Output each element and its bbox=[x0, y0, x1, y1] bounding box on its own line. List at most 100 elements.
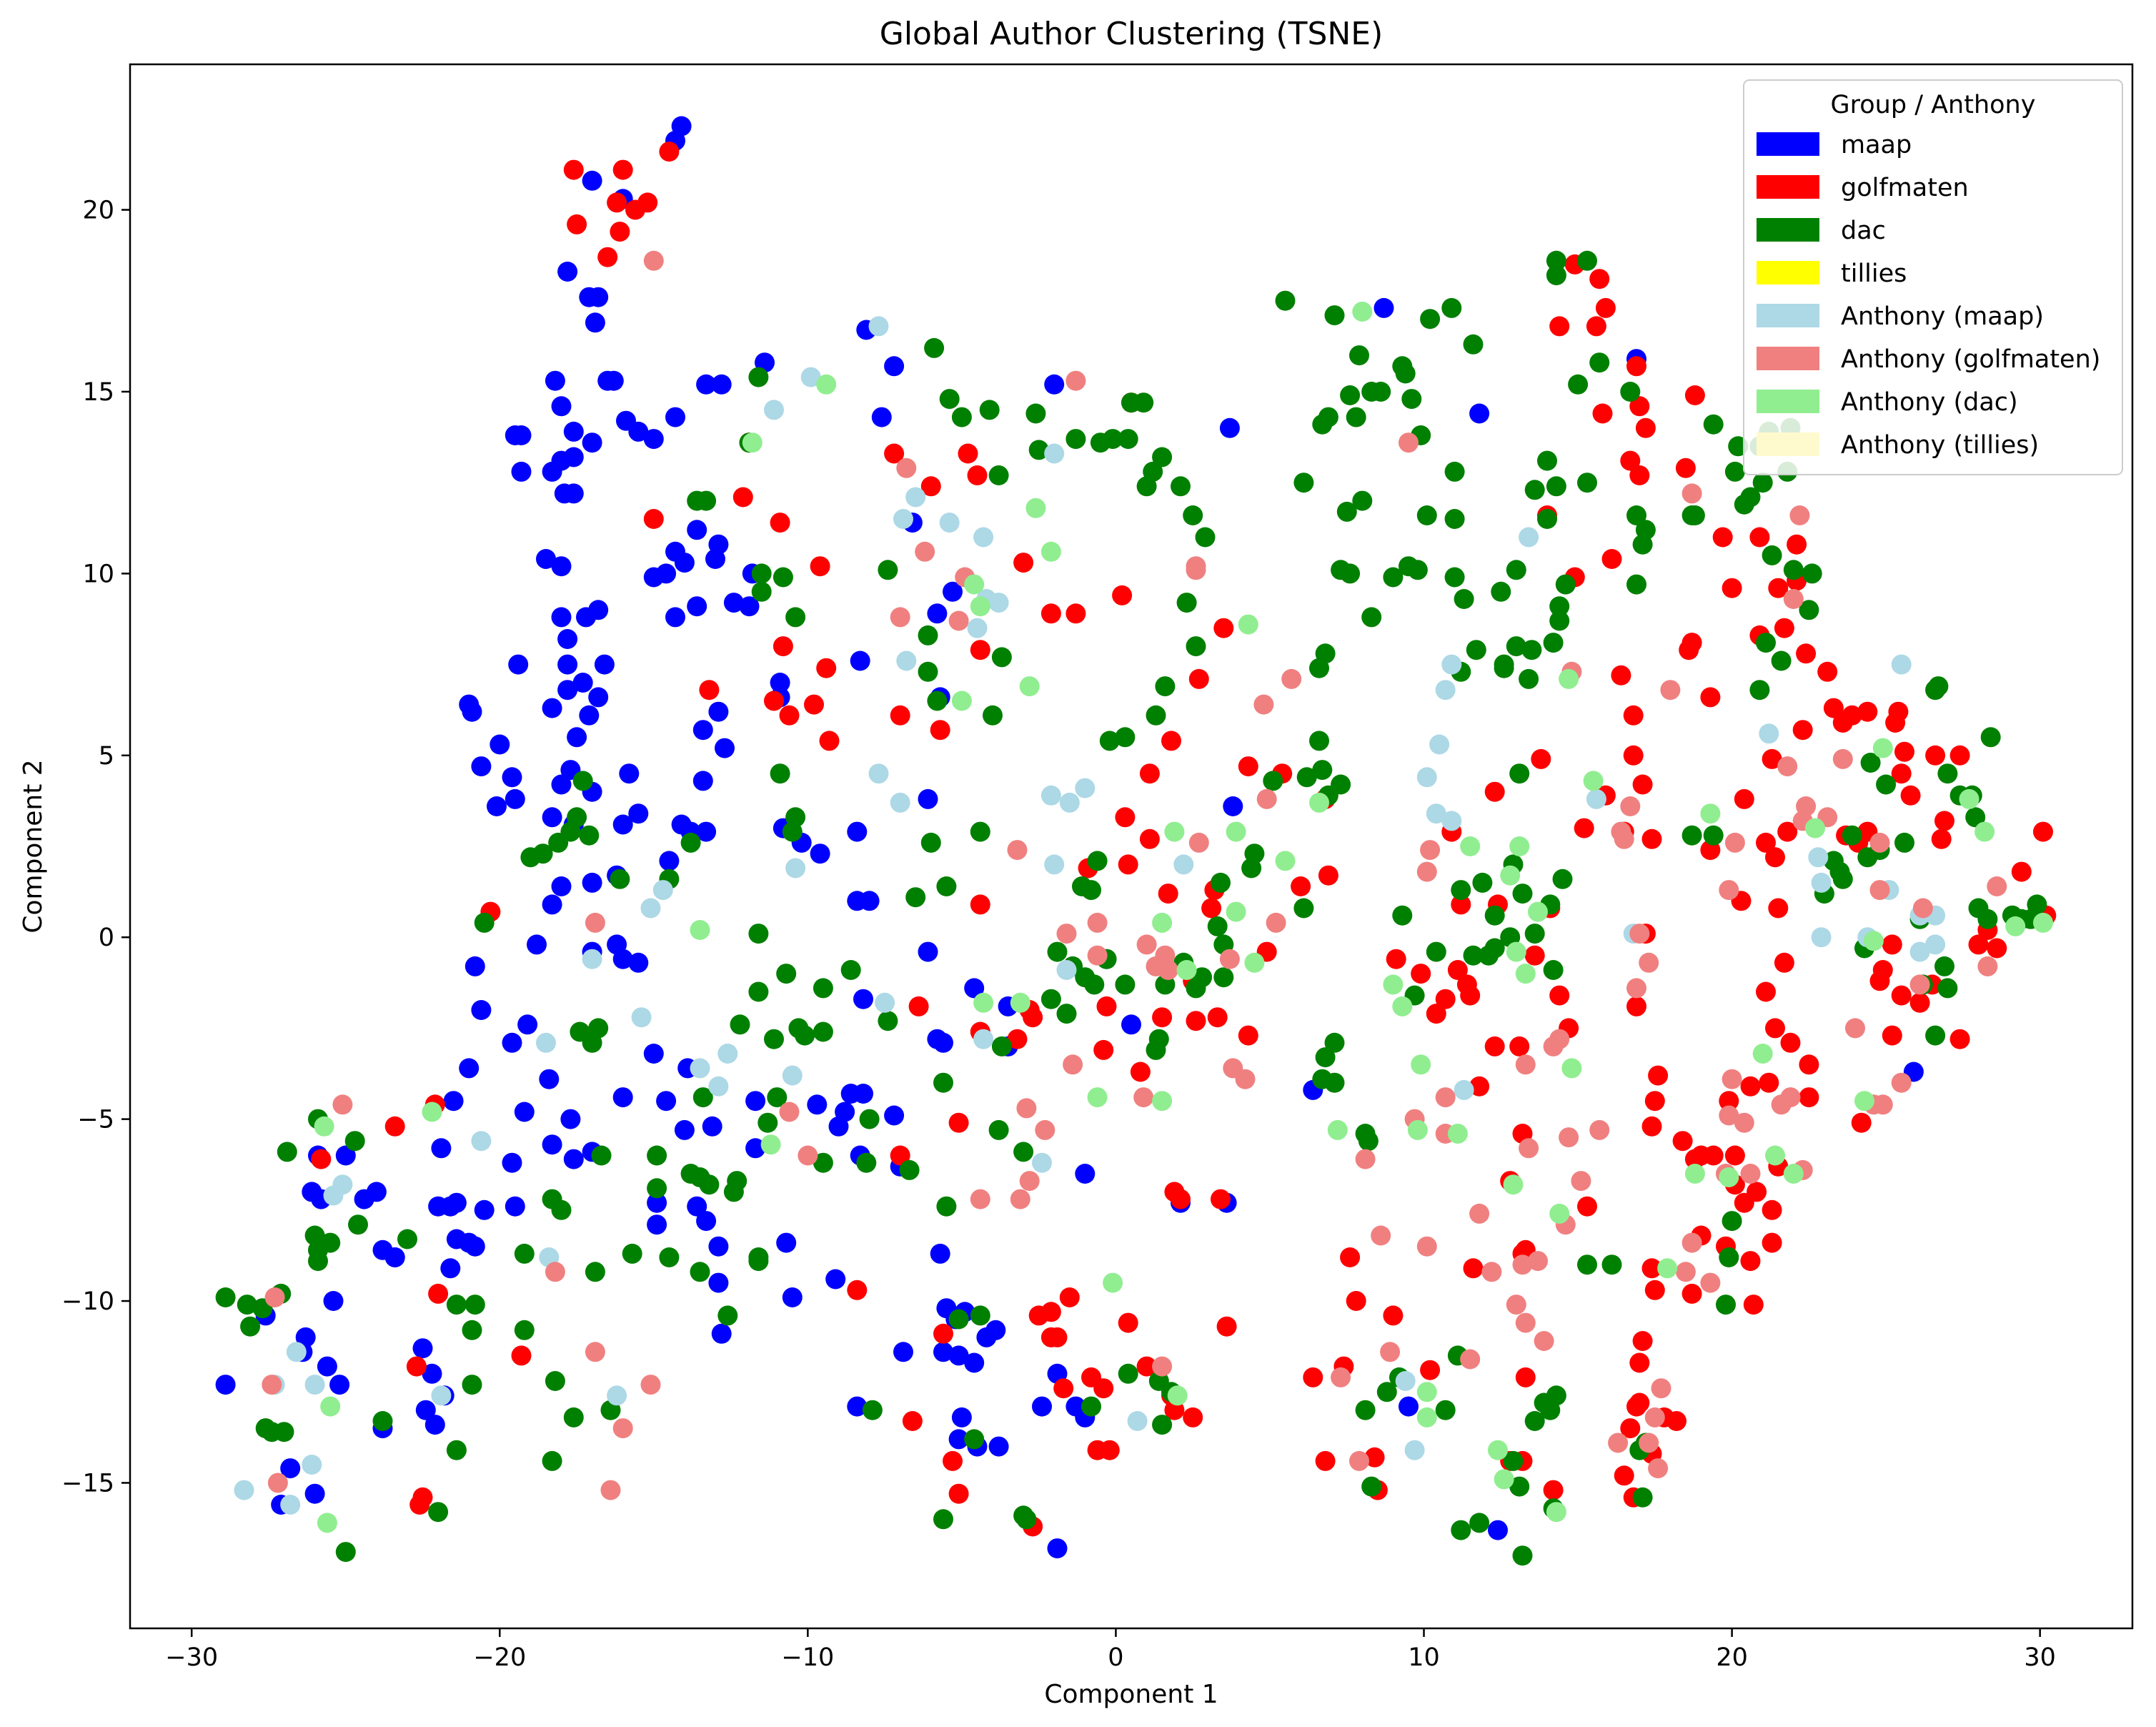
legend-label: Anthony (maap) bbox=[1841, 302, 2044, 331]
point-dac bbox=[274, 1422, 294, 1443]
point-dac bbox=[813, 978, 833, 999]
point-golfmaten bbox=[1093, 1378, 1114, 1399]
point-golfmaten bbox=[1648, 1065, 1669, 1086]
point-dac bbox=[1040, 989, 1061, 1009]
point-maap bbox=[514, 1102, 535, 1122]
point-golfmaten bbox=[1386, 949, 1406, 969]
point-maap bbox=[708, 701, 729, 722]
legend-swatch bbox=[1757, 218, 1819, 242]
point-dac bbox=[1626, 574, 1646, 595]
point-anthony-golfmaten bbox=[643, 250, 664, 271]
point-maap bbox=[893, 1342, 913, 1362]
point-maap bbox=[490, 734, 510, 755]
x-axis: −30 −20 −10 0 10 20 30 bbox=[165, 1628, 2056, 1672]
point-dac bbox=[1546, 250, 1566, 271]
point-dac bbox=[1783, 560, 1804, 580]
point-golfmaten bbox=[1211, 1189, 1231, 1209]
point-anthony-dac bbox=[742, 432, 762, 453]
point-dac bbox=[1568, 374, 1589, 395]
point-maap bbox=[304, 1483, 325, 1504]
point-dac bbox=[1521, 640, 1542, 660]
point-anthony-dac bbox=[951, 691, 972, 711]
point-anthony-dac bbox=[1010, 992, 1030, 1013]
point-dac bbox=[773, 567, 793, 588]
point-golfmaten bbox=[1484, 781, 1505, 802]
point-dac bbox=[782, 821, 803, 842]
point-golfmaten bbox=[1900, 785, 1921, 806]
point-dac bbox=[1065, 429, 1086, 450]
point-dac bbox=[920, 832, 941, 853]
point-maap bbox=[329, 1375, 350, 1395]
point-dac bbox=[924, 337, 945, 358]
point-dac bbox=[308, 1239, 328, 1260]
point-anthony-maap bbox=[890, 792, 910, 813]
point-golfmaten bbox=[884, 443, 905, 464]
point-dac bbox=[647, 1178, 667, 1199]
point-golfmaten bbox=[1765, 1018, 1785, 1039]
point-anthony-maap bbox=[1759, 723, 1779, 744]
point-dac bbox=[1336, 501, 1357, 522]
point-dac bbox=[1296, 767, 1317, 788]
point-dac bbox=[1025, 403, 1046, 424]
point-anthony-maap bbox=[868, 763, 889, 784]
point-dac bbox=[1441, 297, 1462, 318]
point-dac bbox=[1352, 490, 1373, 511]
point-dac bbox=[1968, 898, 1989, 919]
point-golfmaten bbox=[1577, 1196, 1597, 1217]
point-golfmaten bbox=[1931, 828, 1952, 849]
point-anthony-golfmaten bbox=[585, 1342, 605, 1362]
point-dac bbox=[1799, 600, 1819, 620]
point-golfmaten bbox=[1762, 1199, 1782, 1220]
point-dac bbox=[1213, 967, 1234, 988]
point-maap bbox=[465, 1236, 485, 1257]
point-golfmaten bbox=[1644, 1280, 1665, 1300]
point-golfmaten bbox=[1549, 985, 1570, 1006]
point-golfmaten bbox=[890, 705, 910, 726]
point-anthony-maap bbox=[782, 1065, 803, 1086]
point-maap bbox=[465, 956, 485, 976]
point-golfmaten bbox=[1238, 756, 1258, 777]
point-anthony-golfmaten bbox=[1266, 912, 1286, 933]
point-golfmaten bbox=[1161, 731, 1181, 751]
point-dac bbox=[813, 1152, 833, 1173]
point-anthony-golfmaten bbox=[545, 1262, 565, 1282]
point-maap bbox=[323, 1291, 344, 1311]
point-dac bbox=[1361, 607, 1382, 628]
point-anthony-dac bbox=[1327, 1119, 1348, 1140]
point-dac bbox=[1293, 472, 1314, 493]
point-maap bbox=[696, 821, 717, 842]
point-golfmaten bbox=[1087, 1440, 1108, 1460]
y-tick-label: 15 bbox=[82, 378, 114, 407]
point-maap bbox=[656, 1091, 677, 1112]
point-anthony-maap bbox=[1059, 792, 1080, 813]
point-golfmaten bbox=[1780, 1032, 1801, 1053]
point-dac bbox=[1484, 905, 1505, 926]
point-maap bbox=[810, 843, 830, 864]
point-maap bbox=[847, 821, 868, 842]
point-golfmaten bbox=[384, 1116, 405, 1137]
point-golfmaten bbox=[1734, 788, 1754, 809]
point-dac bbox=[751, 563, 772, 584]
point-golfmaten bbox=[1601, 549, 1622, 569]
point-dac bbox=[520, 847, 541, 868]
point-maap bbox=[563, 1149, 584, 1169]
point-maap bbox=[702, 1116, 722, 1137]
point-anthony-golfmaten bbox=[1063, 1054, 1083, 1075]
point-dac bbox=[1771, 650, 1792, 671]
point-anthony-golfmaten bbox=[600, 1480, 621, 1500]
point-anthony-maap bbox=[323, 1185, 344, 1206]
point-dac bbox=[1171, 476, 1191, 497]
point-anthony-dac bbox=[1506, 941, 1526, 962]
point-golfmaten bbox=[1238, 1025, 1258, 1046]
y-tick-label: −15 bbox=[61, 1469, 114, 1498]
point-dac bbox=[1876, 774, 1897, 795]
point-dac bbox=[474, 912, 495, 933]
point-maap bbox=[511, 425, 532, 445]
point-golfmaten bbox=[732, 487, 753, 508]
point-maap bbox=[933, 1342, 953, 1362]
point-anthony-golfmaten bbox=[1734, 1112, 1754, 1133]
point-maap bbox=[612, 814, 633, 835]
point-dac bbox=[1028, 440, 1049, 460]
point-dac bbox=[1937, 978, 1958, 999]
